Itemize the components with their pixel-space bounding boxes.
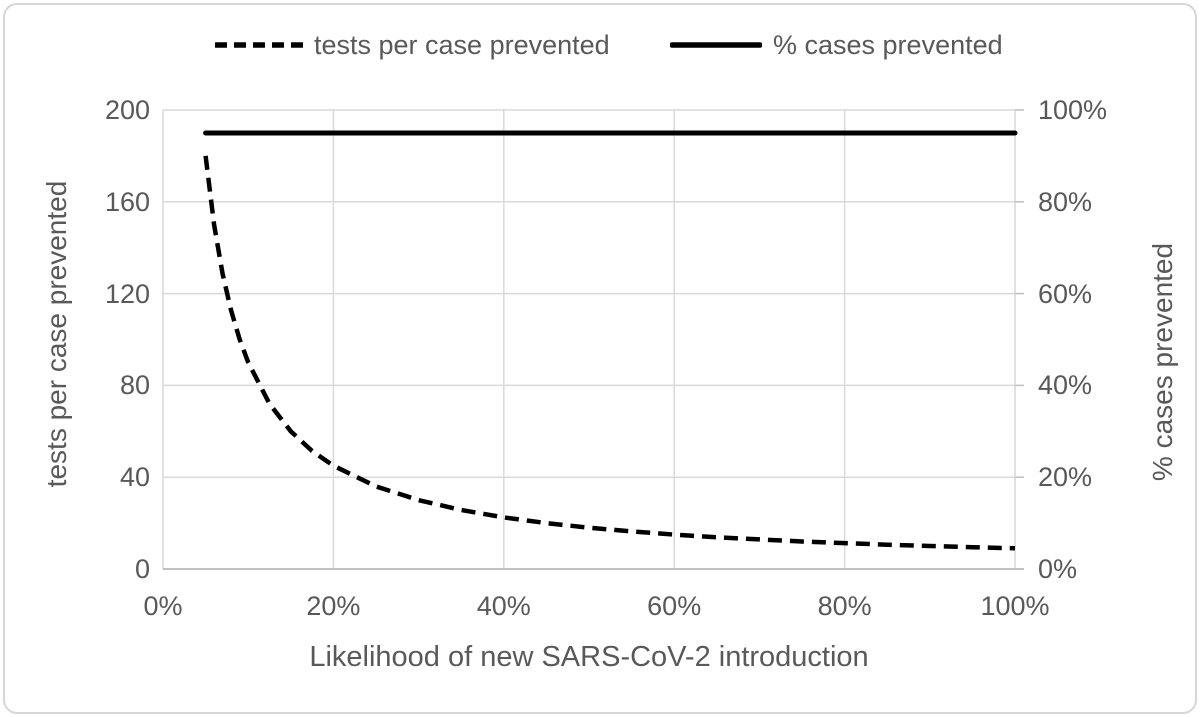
- y2-tick-label: 80%: [1038, 186, 1093, 217]
- legend-item-pct-cases-prevented: % cases prevented: [670, 29, 1003, 61]
- x-tick-label: 20%: [306, 591, 361, 621]
- y1-tick-label: 120: [104, 278, 150, 309]
- legend-label: % cases prevented: [773, 29, 1003, 60]
- x-tick-label: 60%: [647, 591, 702, 621]
- legend-item-tests-per-case: tests per case prevented: [215, 29, 610, 61]
- series-tests-per-case-prevented: [203, 155, 1016, 551]
- x-tick-label: 80%: [817, 591, 872, 621]
- y2-tick-label: 20%: [1038, 462, 1093, 493]
- x-tick-label: 100%: [980, 591, 1050, 621]
- y2-tick-label: 0%: [1038, 554, 1078, 584]
- y2-tick-label: 60%: [1038, 278, 1093, 309]
- legend-label: tests per case prevented: [314, 29, 610, 60]
- y1-tick-label: 0: [134, 554, 150, 584]
- y2-tick-label: 100%: [1038, 95, 1108, 125]
- y2-tick-label: 40%: [1038, 370, 1093, 401]
- y1-tick-label: 200: [104, 95, 150, 125]
- x-tick-label: 40%: [476, 591, 531, 621]
- y1-tick-label: 80: [119, 370, 150, 401]
- y1-tick-label: 160: [104, 186, 150, 217]
- dashed-line-sample: [215, 42, 303, 48]
- right-y-axis-title: % cases prevented: [1147, 242, 1178, 482]
- y1-tick-label: 40: [119, 462, 150, 493]
- x-tick-label: 0%: [143, 591, 183, 621]
- x-axis-title: Likelihood of new SARS-CoV-2 introductio…: [309, 641, 869, 673]
- left-y-axis-title: tests per case prevented: [41, 180, 72, 488]
- solid-line-sample: [670, 42, 762, 48]
